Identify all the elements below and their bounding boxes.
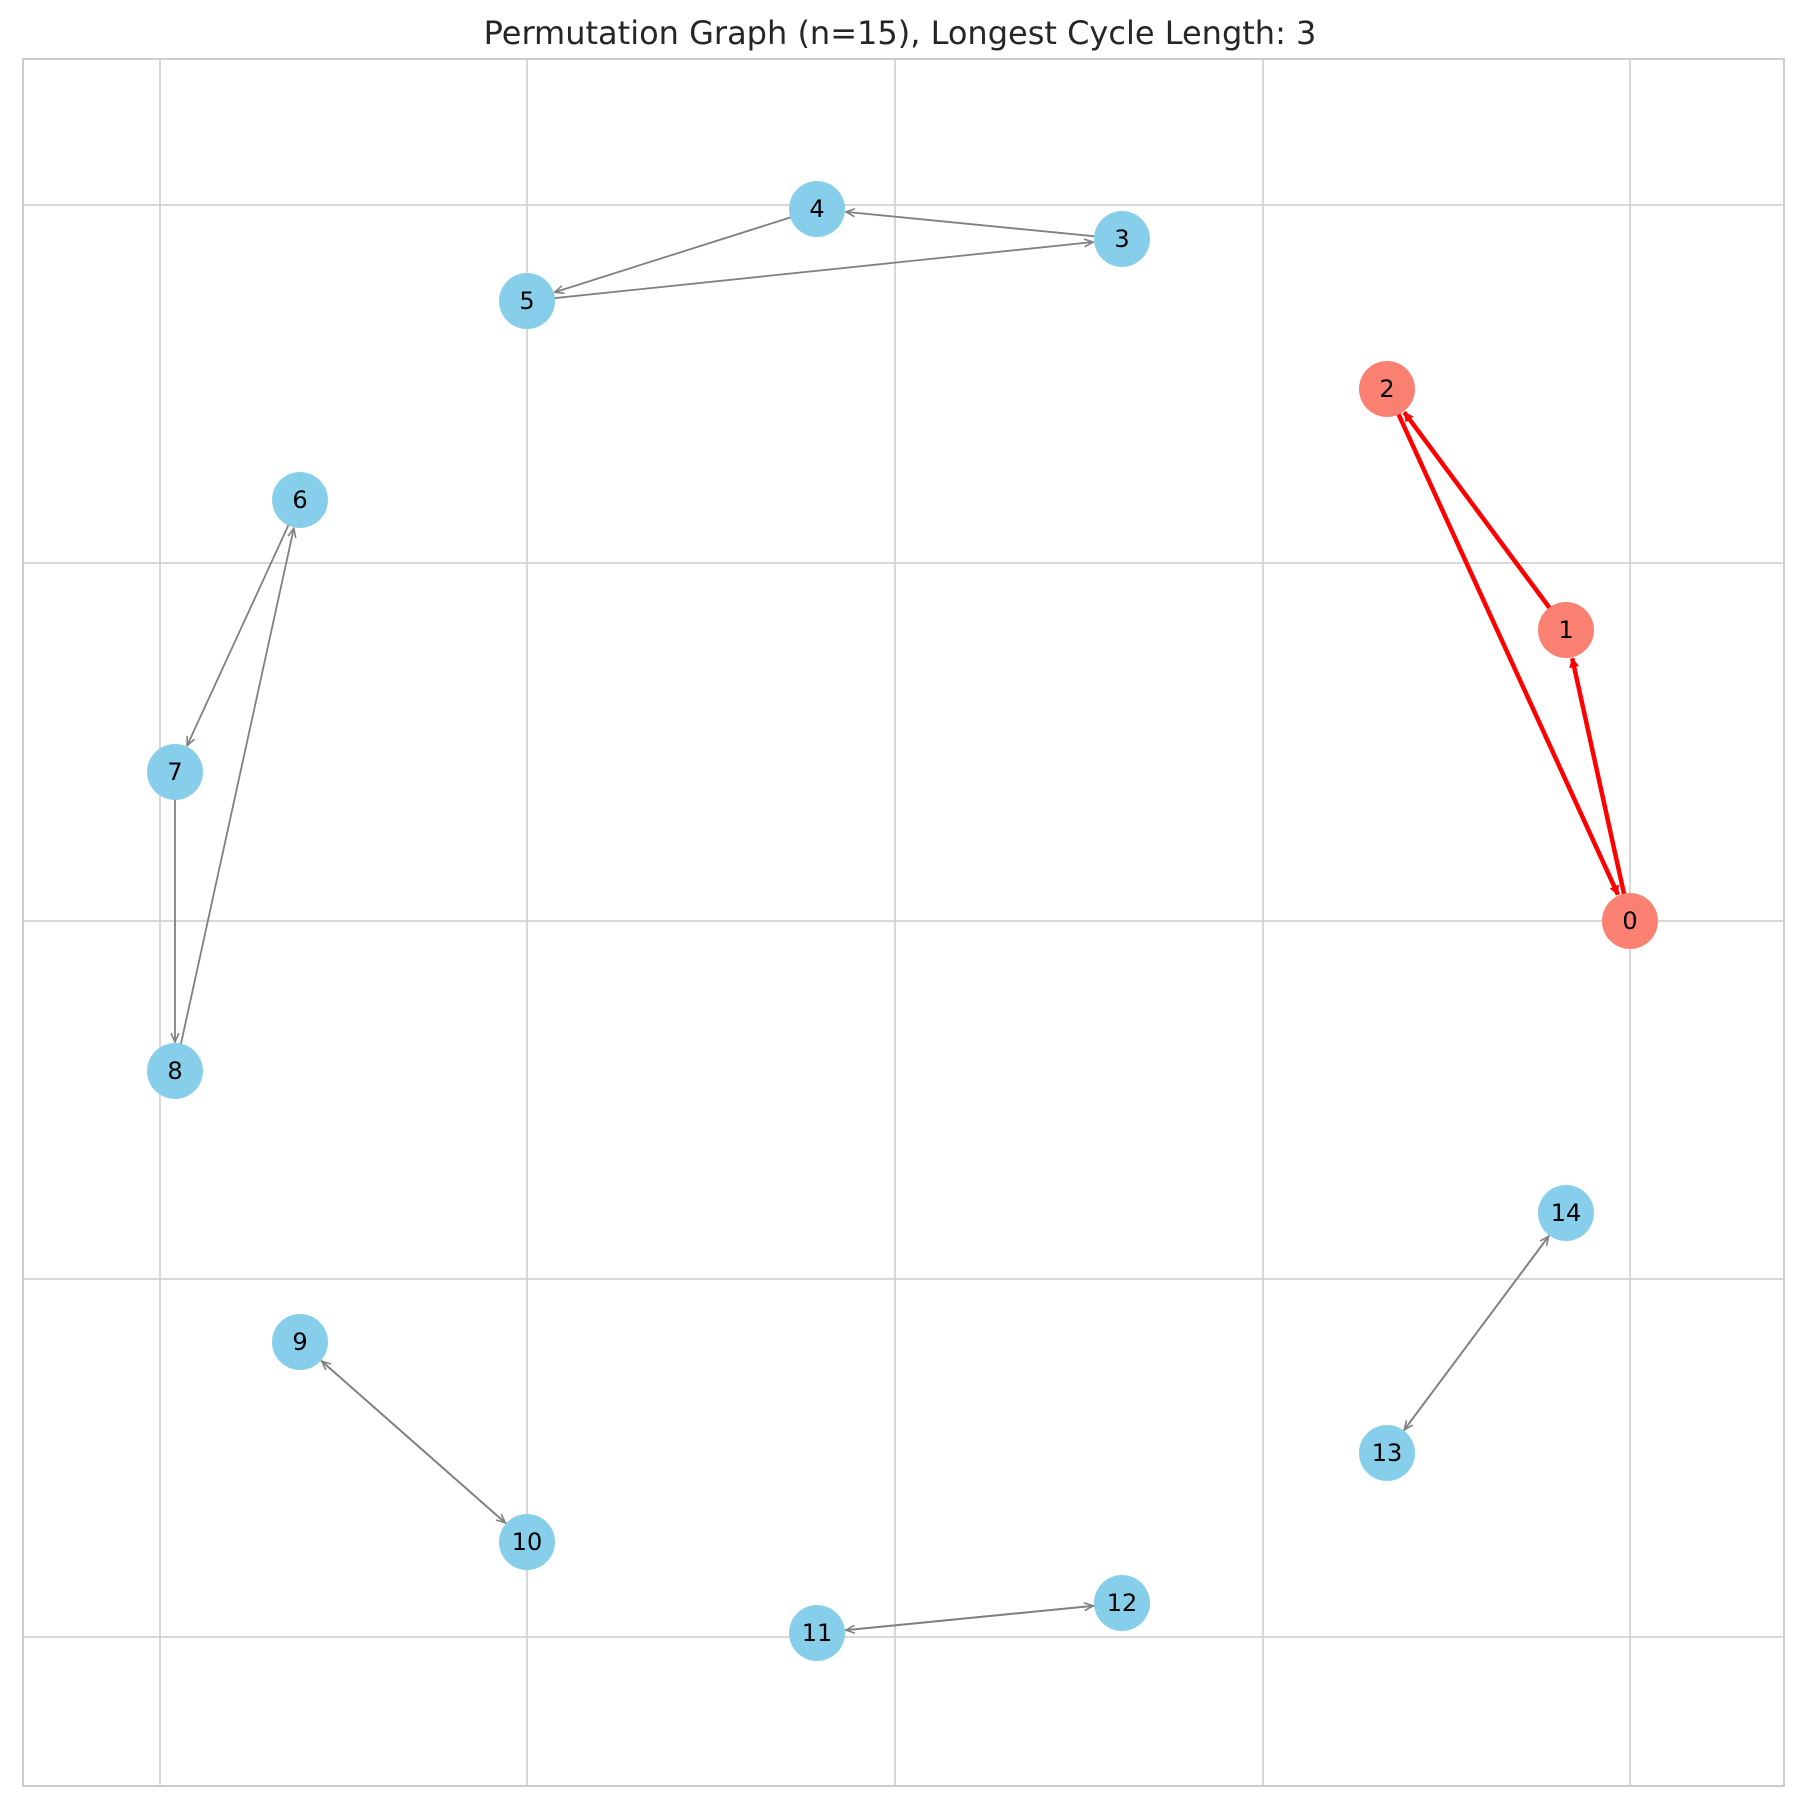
diagram-title: Permutation Graph (n=15), Longest Cycle … — [483, 14, 1317, 52]
node-label-2: 2 — [1379, 375, 1394, 403]
edge-3-to-4 — [846, 212, 1097, 238]
node-label-11: 11 — [802, 1619, 833, 1647]
edge-8-to-6 — [179, 528, 294, 1046]
node-7 — [147, 744, 203, 800]
node-13 — [1359, 1425, 1415, 1481]
edge-5-to-3 — [552, 242, 1093, 300]
edge-0-to-1 — [1569, 657, 1627, 897]
edge-12-to-11 — [846, 1604, 1097, 1631]
node-label-9: 9 — [292, 1328, 307, 1356]
node-6 — [272, 472, 328, 528]
node-4 — [789, 181, 845, 237]
node-1 — [1538, 602, 1594, 658]
edges-layer — [175, 212, 1627, 1631]
edge-2-to-0 — [1395, 411, 1620, 896]
grid-lines — [23, 59, 1784, 1786]
node-label-10: 10 — [512, 1528, 543, 1556]
node-0 — [1602, 893, 1658, 949]
edge-14-to-13 — [1404, 1233, 1552, 1430]
node-label-1: 1 — [1558, 616, 1573, 644]
node-label-12: 12 — [1107, 1589, 1138, 1617]
node-9 — [272, 1314, 328, 1370]
node-label-4: 4 — [809, 195, 824, 223]
node-label-13: 13 — [1372, 1439, 1403, 1467]
node-5 — [499, 273, 555, 329]
plot-frame — [22, 58, 1785, 1787]
node-12 — [1094, 1575, 1150, 1631]
node-label-8: 8 — [167, 1057, 182, 1085]
node-10 — [499, 1514, 555, 1570]
node-2 — [1359, 361, 1415, 417]
node-label-7: 7 — [167, 758, 182, 786]
node-8 — [147, 1043, 203, 1099]
node-11 — [789, 1605, 845, 1661]
node-label-14: 14 — [1551, 1199, 1582, 1227]
node-label-3: 3 — [1114, 225, 1129, 253]
edge-10-to-9 — [322, 1361, 509, 1526]
node-label-0: 0 — [1622, 907, 1637, 935]
node-label-5: 5 — [519, 287, 534, 315]
node-label-6: 6 — [292, 486, 307, 514]
node-3 — [1094, 211, 1150, 267]
edge-6-to-7 — [187, 523, 290, 746]
node-14 — [1538, 1185, 1594, 1241]
edge-4-to-5 — [555, 216, 793, 292]
edge-1-to-2 — [1402, 410, 1553, 611]
